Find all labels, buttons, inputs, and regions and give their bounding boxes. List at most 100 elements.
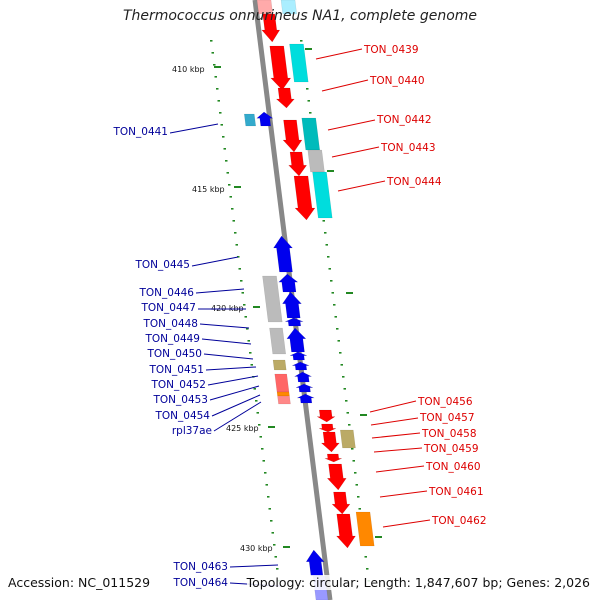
scale-dot xyxy=(244,316,247,318)
cds-reverse-arrow xyxy=(273,235,294,273)
cds-reverse-arrow xyxy=(305,549,325,577)
scale-dot xyxy=(348,424,351,426)
leader-line xyxy=(205,366,257,371)
scale-major-tick xyxy=(327,170,334,172)
rna-feature-block xyxy=(301,117,321,151)
cds-forward-arrow xyxy=(326,463,347,491)
scale-dot xyxy=(246,328,249,330)
gene-label-left[interactable]: TON_0450 xyxy=(146,348,202,360)
scale-dot xyxy=(273,544,276,546)
scale-dot xyxy=(226,172,229,174)
feature-block xyxy=(243,113,257,127)
gene-label-left[interactable]: TON_0452 xyxy=(150,379,206,391)
scale-dot xyxy=(223,148,226,150)
scale-dot xyxy=(330,280,333,282)
gene-label-right[interactable]: TON_0442 xyxy=(376,114,432,126)
gene-label-left[interactable]: TON_0454 xyxy=(154,410,210,422)
cds-forward-arrow xyxy=(269,45,292,91)
cds-forward-arrow xyxy=(293,175,316,221)
gene-label-left[interactable]: TON_0446 xyxy=(138,287,194,299)
cds-forward-arrow xyxy=(318,423,337,433)
scale-dot xyxy=(240,280,243,282)
scale-dot xyxy=(214,76,217,78)
gene-label-right[interactable]: TON_0458 xyxy=(421,428,477,440)
gene-label-right[interactable]: TON_0457 xyxy=(419,412,475,424)
cds-reverse-arrow xyxy=(285,317,304,327)
gene-label-right[interactable]: TON_0462 xyxy=(431,515,487,527)
scale-dot xyxy=(357,496,360,498)
scale-dot xyxy=(265,484,268,486)
gene-label-left[interactable]: TON_0445 xyxy=(134,259,190,271)
leader-line xyxy=(203,353,254,360)
scale-dot xyxy=(241,292,244,294)
leader-line xyxy=(201,338,252,345)
feature-block xyxy=(274,373,290,393)
leader-line xyxy=(375,465,425,473)
scale-dot xyxy=(231,208,234,210)
scale-dot xyxy=(355,484,358,486)
scale-dot xyxy=(322,220,325,222)
map-title: Thermococcus onnurineus NA1, complete ge… xyxy=(122,8,478,24)
gene-label-right[interactable]: TON_0440 xyxy=(369,75,425,87)
feature-block xyxy=(280,0,298,15)
gene-label-left[interactable]: TON_0449 xyxy=(144,333,200,345)
gene-label-right[interactable]: TON_0443 xyxy=(380,142,436,154)
cds-reverse-arrow xyxy=(293,371,312,383)
scale-major-tick xyxy=(360,414,367,416)
scale-dot xyxy=(352,460,355,462)
gene-label-right[interactable]: TON_0444 xyxy=(386,176,442,188)
cds-forward-arrow xyxy=(335,513,356,549)
cds-forward-arrow xyxy=(288,151,308,177)
gene-label-right[interactable]: TON_0439 xyxy=(363,44,419,56)
scale-dot xyxy=(232,220,235,222)
scale-dot xyxy=(228,184,231,186)
cds-forward-arrow xyxy=(261,13,281,43)
cds-forward-arrow xyxy=(275,87,295,109)
scale-dot xyxy=(307,100,310,102)
scale-dot xyxy=(222,136,225,138)
scale-dot xyxy=(213,64,216,66)
cds-reverse-arrow xyxy=(289,351,308,361)
right-leader-lines xyxy=(315,48,431,528)
scale-dot xyxy=(343,388,346,390)
leader-line xyxy=(213,401,262,432)
scale-major-tick xyxy=(305,48,312,50)
scale-dot xyxy=(337,340,340,342)
leader-line xyxy=(379,490,428,498)
scale-dot xyxy=(262,460,265,462)
gene-label-left[interactable]: TON_0451 xyxy=(148,364,204,376)
gene-label-left[interactable]: rpl37ae xyxy=(172,425,212,437)
scale-major-tick xyxy=(283,546,290,548)
feature-block xyxy=(277,395,291,405)
scale-dot xyxy=(334,316,337,318)
scale-dot xyxy=(247,340,250,342)
gene-label-left[interactable]: TON_0453 xyxy=(152,394,208,406)
gene-label-left[interactable]: TON_0441 xyxy=(112,126,168,138)
cds-reverse-arrow xyxy=(297,393,315,404)
scale-dot xyxy=(327,256,330,258)
scale-dot xyxy=(253,388,256,390)
scale-dot xyxy=(259,436,262,438)
scale-dot xyxy=(271,532,274,534)
scale-dot xyxy=(256,412,259,414)
scale-dot xyxy=(340,364,343,366)
scale-dot xyxy=(234,232,237,234)
gene-label-right[interactable]: TON_0460 xyxy=(425,461,481,473)
scale-dot xyxy=(258,424,261,426)
gene-label-left[interactable]: TON_0448 xyxy=(142,318,198,330)
scale-dot xyxy=(309,112,312,114)
leader-line xyxy=(195,288,245,294)
scale-dot xyxy=(325,244,328,246)
cds-reverse-arrow xyxy=(278,273,299,293)
gene-label-left[interactable]: TON_0464 xyxy=(172,577,228,589)
scale-dot xyxy=(220,124,223,126)
gene-label-left[interactable]: TON_0463 xyxy=(172,561,228,573)
scale-dot xyxy=(351,448,354,450)
gene-label-right[interactable]: TON_0456 xyxy=(417,396,473,408)
gene-label-right[interactable]: TON_0461 xyxy=(428,486,484,498)
gene-label-right[interactable]: TON_0459 xyxy=(423,443,479,455)
scale-dot xyxy=(342,376,345,378)
outer-scale-track xyxy=(210,40,382,582)
scale-dot xyxy=(333,304,336,306)
gene-label-left[interactable]: TON_0447 xyxy=(140,302,196,314)
